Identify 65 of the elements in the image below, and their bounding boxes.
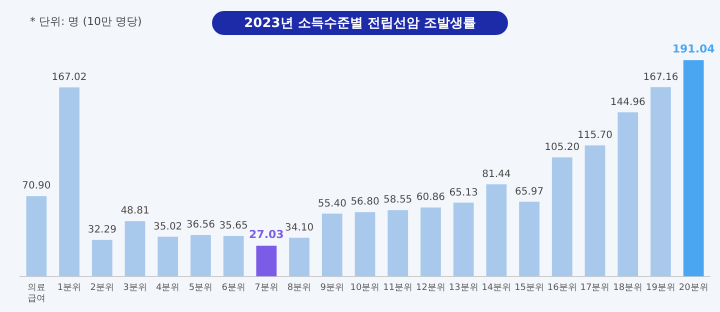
bar <box>650 87 671 276</box>
x-tick-label: 16분위 <box>547 283 577 294</box>
x-tick-label: 15분위 <box>514 283 544 294</box>
x-tick-label: 6분위 <box>222 283 246 294</box>
data-label: 81.44 <box>482 168 511 180</box>
bar <box>519 202 540 276</box>
data-label: 144.96 <box>610 96 646 108</box>
x-tick-label: 14분위 <box>482 283 512 294</box>
text: * 단위: 명 (10만 명당) <box>30 14 142 29</box>
data-label: 191.04 <box>672 42 716 56</box>
bar <box>354 212 376 276</box>
x-tick-label: 19분위 <box>646 283 676 294</box>
data-label: 55.40 <box>318 198 346 210</box>
x-tick-label: 1분위 <box>57 283 82 294</box>
data-label: 34.10 <box>284 222 314 234</box>
x-tick-label: 10분위 <box>350 283 380 294</box>
x-tick-label: 5분위 <box>188 283 213 294</box>
bar <box>26 196 47 276</box>
data-label: 36.56 <box>186 220 216 231</box>
data-label: 56.80 <box>350 196 380 208</box>
data-label: 35.65 <box>219 220 248 232</box>
bar <box>683 60 704 276</box>
data-label: 167.02 <box>52 72 87 83</box>
bar <box>158 236 178 276</box>
bar <box>420 208 441 276</box>
bar <box>289 238 310 276</box>
x-tick-label: 2분위 <box>90 283 114 294</box>
bar <box>584 145 606 276</box>
x-tick-label: 13분위 <box>448 283 478 294</box>
x-tick-label: 8분위 <box>287 283 312 294</box>
bar <box>223 236 244 276</box>
bar <box>322 214 342 276</box>
data-label: 48.81 <box>120 206 150 217</box>
x-tick-label: 11분위 <box>383 283 413 294</box>
bar <box>59 87 80 276</box>
bar <box>486 184 507 276</box>
x-tick-label: 12분위 <box>416 283 446 294</box>
data-label: 32.29 <box>88 224 116 236</box>
bar <box>124 221 146 276</box>
x-tick-label: 18분위 <box>613 283 643 294</box>
bar <box>453 202 474 276</box>
data-label: 167.16 <box>643 72 678 83</box>
data-label: 105.20 <box>544 142 580 153</box>
x-tick-label: 17분위 <box>580 283 610 294</box>
x-tick-label: 20분위 <box>678 283 708 294</box>
bar <box>388 210 408 276</box>
data-label: 60.86 <box>416 192 446 204</box>
data-label: 65.13 <box>449 187 478 198</box>
x-tick-label: 의료 급여 <box>27 283 46 304</box>
x-tick-label: 4분위 <box>156 283 180 294</box>
data-label: 65.97 <box>514 186 544 198</box>
x-tick-label: 3분위 <box>123 283 147 294</box>
bar <box>190 235 211 276</box>
data-label: 70.90 <box>22 180 51 192</box>
data-label: 35.02 <box>154 221 182 232</box>
x-tick-label: 7분위 <box>254 283 278 294</box>
bar <box>92 240 112 276</box>
bar <box>618 112 638 276</box>
bar <box>256 246 277 276</box>
chart-title: 2023년 소득수준별 전립선암 조발생률 <box>212 11 508 35</box>
data-label: 27.03 <box>249 228 284 242</box>
bar <box>552 157 572 276</box>
x-tick-label: 9분위 <box>320 283 344 294</box>
data-label: 58.55 <box>384 194 412 206</box>
data-label: 115.70 <box>578 130 612 142</box>
